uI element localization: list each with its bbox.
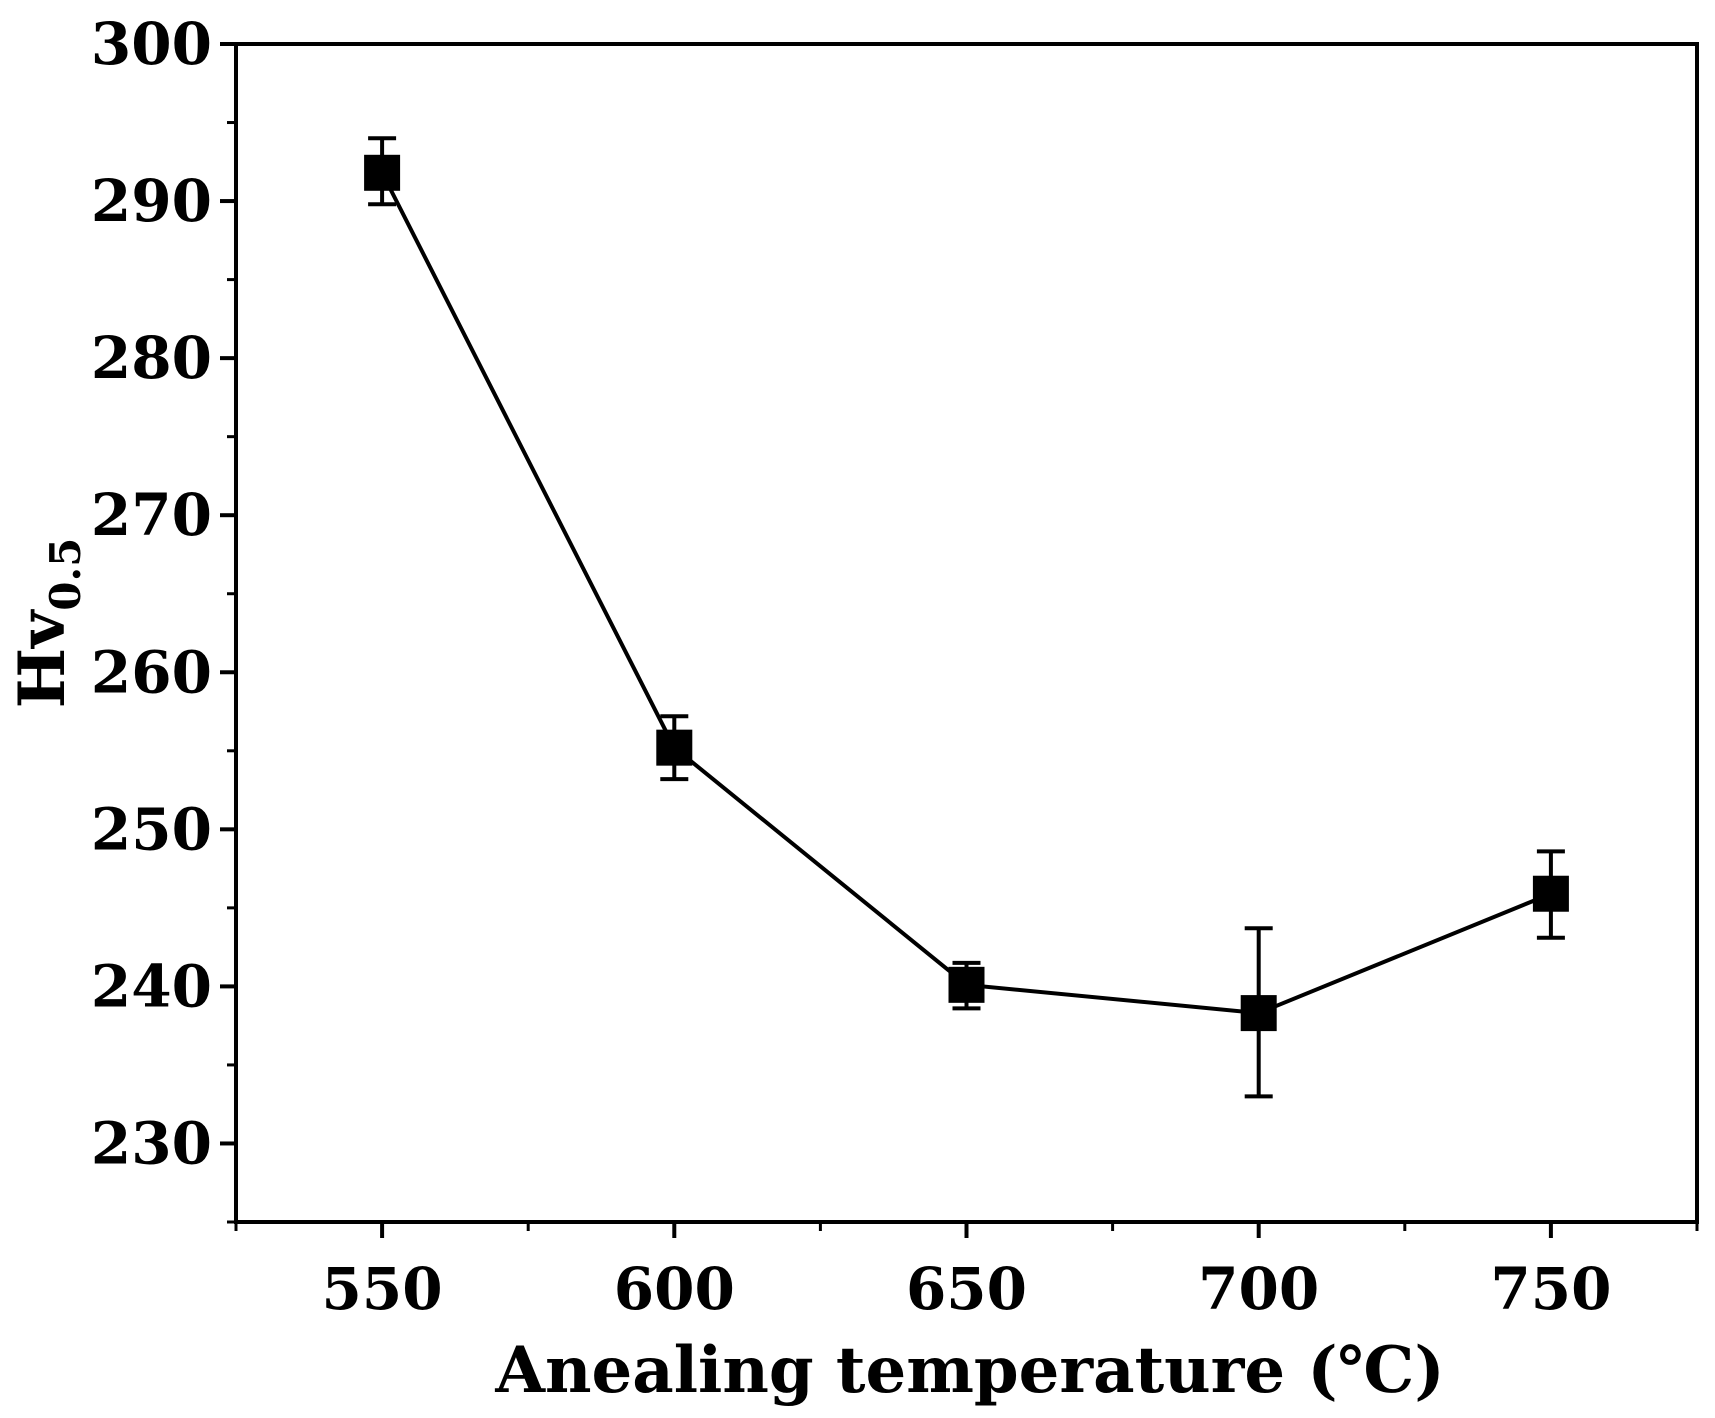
y-axis-label-main: Hv <box>5 609 80 708</box>
data-point-700 <box>1240 995 1277 1032</box>
x-tick-label-550: 550 <box>322 1255 443 1323</box>
y-axis-label-subscript: 0.5 <box>41 538 90 611</box>
x-tick-label-750: 750 <box>1490 1255 1611 1323</box>
y-tick-label-250: 250 <box>91 795 212 863</box>
plot-area <box>234 42 1699 1224</box>
y-tick-label-260: 260 <box>91 638 212 706</box>
y-axis-label: Hv0.5 <box>5 538 90 709</box>
y-tick-label-300: 300 <box>91 10 212 78</box>
y-tick-label-230: 230 <box>91 1109 212 1177</box>
data-point-750 <box>1532 875 1569 912</box>
data-point-550 <box>364 154 401 191</box>
x-axis-label: Anealing temperature (℃) <box>494 1333 1444 1408</box>
y-tick-label-270: 270 <box>91 481 212 549</box>
x-axis-ticks: 550 600 650 700 750 <box>234 1222 1699 1323</box>
plot-frame <box>234 42 1699 1224</box>
y-tick-label-290: 290 <box>91 167 212 235</box>
series-line <box>380 171 1552 1016</box>
y-tick-label-240: 240 <box>91 952 212 1020</box>
series-layer <box>364 136 1569 1099</box>
y-tick-label-280: 280 <box>91 324 212 392</box>
x-tick-label-650: 650 <box>906 1255 1027 1323</box>
data-point-650 <box>948 966 985 1003</box>
y-axis-ticks: 230 240 250 260 270 280 290 300 <box>91 10 236 1224</box>
x-tick-label-600: 600 <box>614 1255 735 1323</box>
x-tick-label-700: 700 <box>1198 1255 1319 1323</box>
data-point-600 <box>656 729 693 766</box>
